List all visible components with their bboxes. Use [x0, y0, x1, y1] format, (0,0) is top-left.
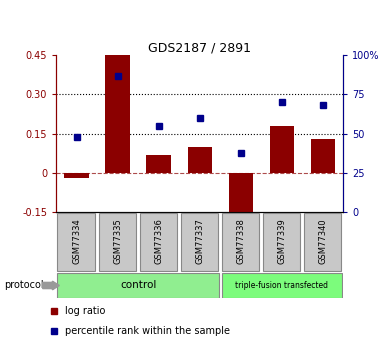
Text: GSM77338: GSM77338	[236, 218, 245, 264]
FancyBboxPatch shape	[263, 213, 300, 271]
Text: percentile rank within the sample: percentile rank within the sample	[65, 326, 230, 335]
Bar	[64, 173, 89, 178]
Bar	[310, 139, 335, 173]
Text: protocol: protocol	[4, 280, 43, 290]
Text: control: control	[120, 280, 156, 290]
FancyBboxPatch shape	[140, 213, 177, 271]
FancyBboxPatch shape	[57, 213, 95, 271]
FancyBboxPatch shape	[180, 213, 218, 271]
Text: GSM77340: GSM77340	[319, 218, 327, 264]
Bar	[147, 155, 171, 173]
Bar	[270, 126, 294, 173]
Text: log ratio: log ratio	[65, 306, 105, 316]
FancyBboxPatch shape	[99, 213, 136, 271]
FancyBboxPatch shape	[222, 273, 342, 298]
Text: GSM77337: GSM77337	[195, 218, 204, 264]
Text: GSM77336: GSM77336	[154, 218, 163, 264]
Title: GDS2187 / 2891: GDS2187 / 2891	[148, 41, 251, 54]
Text: GSM77339: GSM77339	[277, 218, 286, 264]
Text: GSM77334: GSM77334	[72, 218, 81, 264]
FancyBboxPatch shape	[222, 213, 259, 271]
Bar	[187, 147, 212, 173]
FancyBboxPatch shape	[303, 213, 341, 271]
Bar	[106, 55, 130, 173]
Text: triple-fusion transfected: triple-fusion transfected	[236, 281, 328, 290]
FancyBboxPatch shape	[57, 273, 219, 298]
Text: GSM77335: GSM77335	[113, 218, 122, 264]
Bar	[229, 173, 253, 220]
